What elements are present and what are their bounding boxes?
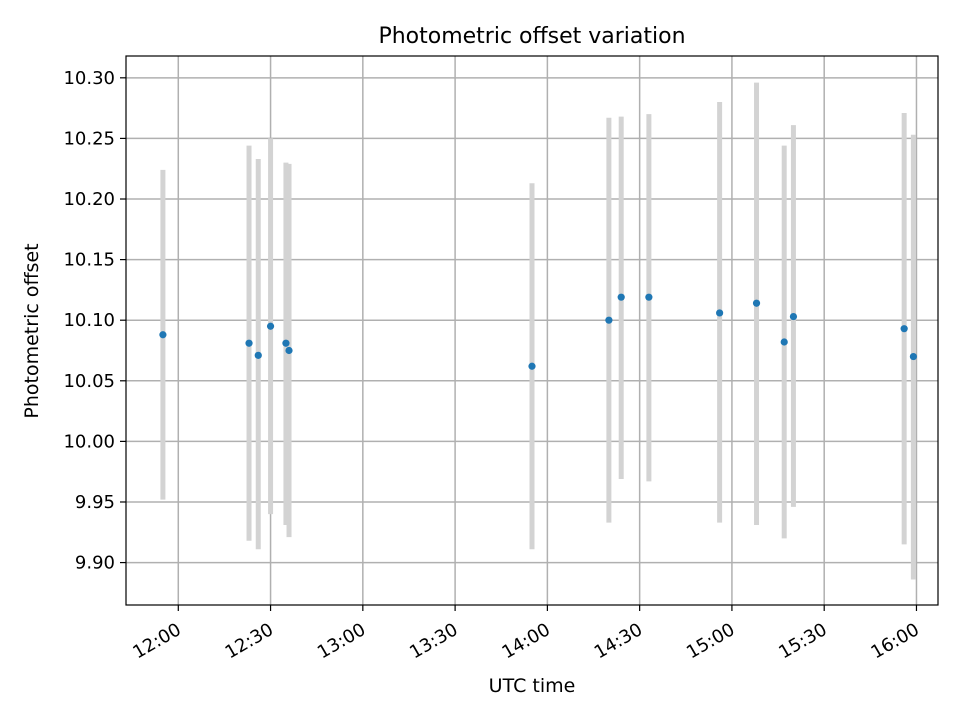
data-point bbox=[645, 293, 653, 301]
data-point bbox=[752, 299, 761, 307]
y-tick-label: 9.90 bbox=[75, 553, 115, 574]
data-point bbox=[245, 339, 253, 347]
data-points bbox=[159, 293, 917, 370]
plot-frame bbox=[125, 55, 939, 606]
data-point bbox=[254, 351, 262, 359]
data-point bbox=[617, 293, 625, 301]
y-axis: 9.90 9.95 10.00 10.05 10.10 10.15 10.20 10.25 10… bbox=[63, 68, 126, 574]
data-point bbox=[528, 362, 536, 370]
y-axis-title: Photometric offset bbox=[21, 243, 43, 418]
data-point bbox=[605, 316, 613, 324]
y-tick-label: 10.05 bbox=[63, 371, 115, 392]
y-tick-label: 10.30 bbox=[63, 68, 115, 89]
chart-title: Photometric offset variation bbox=[378, 24, 685, 49]
data-point bbox=[780, 338, 788, 346]
y-tick-label: 9.95 bbox=[75, 492, 115, 513]
data-point bbox=[285, 346, 293, 355]
y-tick-label: 10.00 bbox=[63, 431, 115, 452]
data-point bbox=[159, 331, 167, 339]
data-point bbox=[716, 309, 724, 317]
y-tick-label: 10.10 bbox=[63, 310, 115, 331]
y-tick-label: 10.20 bbox=[63, 189, 115, 210]
data-point bbox=[900, 325, 908, 333]
x-axis-title: UTC time bbox=[489, 675, 576, 697]
data-point bbox=[282, 339, 290, 347]
y-tick-label: 10.25 bbox=[63, 128, 115, 149]
data-point bbox=[789, 312, 798, 321]
data-point bbox=[266, 322, 275, 330]
y-tick-label: 10.15 bbox=[63, 250, 115, 271]
data-point bbox=[909, 352, 917, 361]
